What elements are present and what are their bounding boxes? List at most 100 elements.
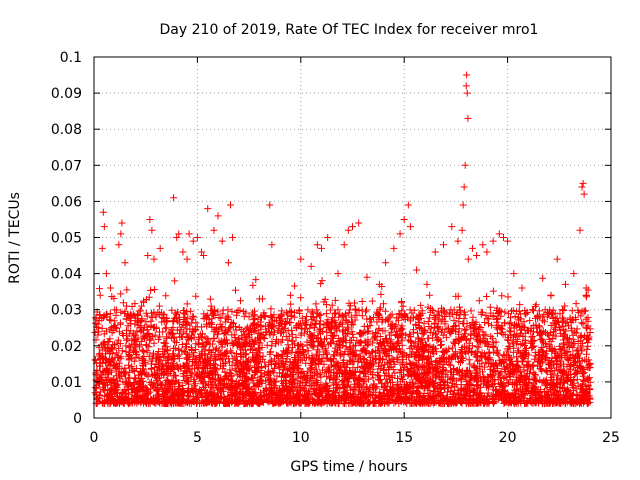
axis-ticks	[93, 56, 612, 419]
data-point	[156, 244, 164, 252]
data-point	[464, 255, 472, 263]
y-tick-label: 0	[73, 411, 82, 427]
noise-floor-markers	[91, 274, 594, 408]
data-point	[448, 223, 456, 231]
data-point	[400, 215, 408, 223]
data-point	[255, 295, 263, 303]
data-point	[102, 270, 110, 278]
data-point	[479, 241, 487, 249]
y-tick-label: 0.01	[51, 375, 82, 391]
data-point	[483, 248, 491, 256]
data-point	[226, 201, 234, 209]
data-point	[396, 230, 404, 238]
data-point	[229, 234, 237, 241]
data-point	[363, 273, 371, 281]
data-point	[460, 183, 468, 191]
data-point	[175, 230, 183, 238]
data-point	[349, 223, 356, 231]
data-point	[461, 161, 469, 169]
data-point	[423, 280, 431, 288]
data-point	[576, 226, 584, 234]
data-point	[198, 248, 206, 256]
data-point	[473, 252, 481, 260]
y-axis-label: ROTI / TECUs	[7, 192, 23, 284]
data-point	[406, 223, 414, 231]
data-point	[582, 284, 590, 292]
data-point	[118, 219, 126, 227]
data-point	[183, 255, 191, 263]
data-point	[344, 226, 352, 234]
data-point	[578, 183, 586, 191]
y-tick-label: 0.04	[51, 267, 82, 283]
data-point	[307, 262, 315, 270]
x-tick-label: 10	[292, 430, 310, 446]
data-point	[173, 234, 181, 241]
data-point	[570, 270, 578, 278]
data-point	[324, 234, 332, 241]
data-point	[468, 244, 476, 252]
data-point	[150, 255, 158, 263]
x-tick-label: 0	[90, 430, 99, 446]
data-point	[584, 335, 592, 343]
y-tick-label: 0.1	[60, 50, 82, 66]
data-point	[218, 237, 226, 245]
x-tick-labels: 0 5 10 15 20 25	[90, 430, 620, 446]
y-tick-label: 0.02	[51, 339, 82, 355]
data-point	[152, 313, 160, 321]
data-point	[100, 223, 108, 231]
data-point	[413, 266, 421, 274]
data-point	[171, 277, 179, 285]
x-tick-label: 20	[499, 430, 517, 446]
data-point	[547, 291, 555, 299]
data-point	[210, 226, 218, 234]
data-point	[463, 89, 471, 97]
data-point	[235, 335, 243, 343]
data-point	[464, 114, 472, 122]
data-point	[334, 270, 342, 278]
data-point	[458, 226, 466, 234]
data-point	[276, 317, 284, 325]
data-point	[99, 208, 107, 216]
data-point	[245, 313, 253, 321]
data-point	[224, 259, 232, 267]
data-point	[504, 237, 512, 245]
data-point	[489, 237, 497, 245]
chart-title: Day 210 of 2019, Rate Of TEC Index for r…	[160, 22, 539, 38]
data-point	[107, 284, 115, 292]
data-point	[214, 212, 222, 220]
data-points	[92, 71, 592, 379]
data-point	[204, 205, 212, 213]
data-point	[340, 241, 348, 249]
data-point	[121, 259, 129, 267]
data-point	[510, 270, 518, 278]
data-point	[553, 255, 561, 263]
data-point	[539, 313, 547, 321]
data-point	[125, 342, 133, 350]
data-point	[200, 252, 208, 260]
data-point	[111, 306, 119, 314]
data-point	[131, 331, 139, 339]
data-point	[439, 241, 447, 249]
data-point	[562, 280, 570, 288]
data-point	[98, 244, 106, 252]
data-point	[146, 215, 154, 223]
data-point	[528, 306, 536, 314]
data-point	[495, 230, 503, 238]
data-point	[144, 252, 152, 260]
data-point	[579, 179, 587, 187]
data-point	[317, 244, 325, 252]
y-tick-label: 0.07	[51, 158, 82, 174]
data-point	[462, 82, 470, 90]
data-point	[382, 259, 390, 267]
data-point	[313, 241, 321, 249]
data-point	[148, 226, 156, 234]
y-tick-label: 0.05	[51, 231, 82, 247]
x-tick-label: 5	[193, 430, 202, 446]
data-point	[94, 324, 102, 332]
data-point	[463, 71, 471, 79]
data-point	[138, 302, 146, 310]
data-point	[189, 237, 197, 245]
data-point	[117, 230, 125, 238]
data-point	[431, 248, 439, 256]
data-point	[286, 291, 294, 299]
